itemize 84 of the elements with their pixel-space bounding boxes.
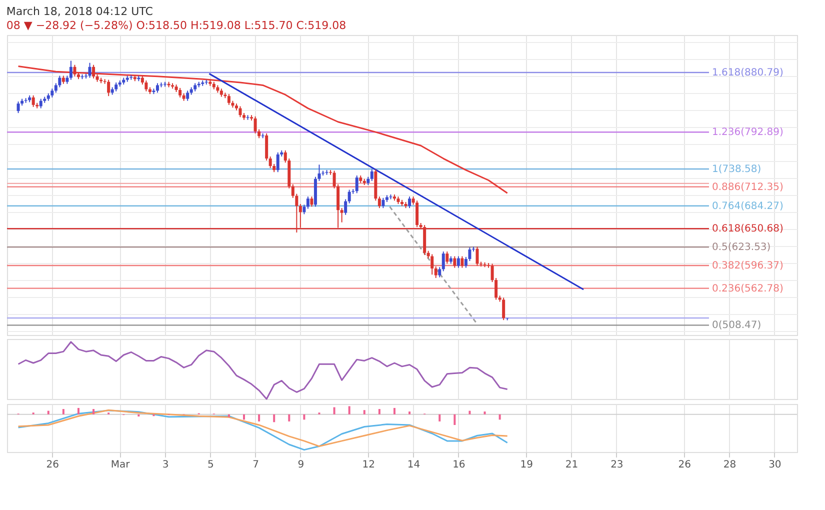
candlestick xyxy=(178,87,182,98)
bar xyxy=(333,407,336,414)
candlestick xyxy=(32,94,35,108)
bar xyxy=(454,414,456,425)
candlestick xyxy=(430,254,434,276)
ref-line-label: 0(508.47) xyxy=(712,320,762,332)
candlestick xyxy=(370,168,374,182)
x-tick-label: 7 xyxy=(252,460,259,470)
x-tick-label: 14 xyxy=(407,460,420,470)
candlestick xyxy=(227,94,230,106)
x-tick-label: 19 xyxy=(520,460,534,470)
bar xyxy=(393,408,396,414)
candlestick xyxy=(382,197,385,209)
x-tick-label: 28 xyxy=(723,460,736,470)
ref-line-label: 1(738.58) xyxy=(712,164,762,175)
x-tick-label: 5 xyxy=(207,460,214,470)
x-tick-label: 16 xyxy=(452,460,466,470)
x-tick-label: 26 xyxy=(46,460,60,470)
ref-line-label: 0.764(684.27) xyxy=(712,200,784,212)
x-tick-label: Mar xyxy=(110,460,131,470)
bar xyxy=(288,414,290,422)
candlestick xyxy=(446,251,449,264)
x-tick-label: 23 xyxy=(610,460,624,470)
candlestick xyxy=(355,175,358,194)
candlestick xyxy=(408,196,412,209)
candlestick xyxy=(438,266,442,278)
candlestick xyxy=(88,62,92,78)
chart-title: March 18, 2018 04:12 UTC xyxy=(6,5,154,18)
candlestick xyxy=(186,90,190,102)
bar xyxy=(498,414,501,420)
candlestick xyxy=(442,251,445,272)
candlestick xyxy=(434,266,438,278)
bar xyxy=(47,410,50,414)
candlestick xyxy=(378,196,381,209)
bar xyxy=(92,409,95,414)
candlestick xyxy=(107,79,110,97)
candlestick xyxy=(276,152,280,173)
candlestick xyxy=(39,98,42,109)
candlestick xyxy=(268,156,272,169)
candlestick xyxy=(69,60,72,80)
x-tick-label: 9 xyxy=(298,460,304,470)
bar xyxy=(273,414,276,422)
candlestick xyxy=(302,204,306,215)
ref-line-label: 1.236(792.89) xyxy=(712,127,784,138)
candlestick xyxy=(265,132,268,162)
bar xyxy=(62,409,64,414)
bar xyxy=(303,414,306,420)
bar xyxy=(468,410,471,414)
candlestick xyxy=(16,101,20,114)
candlestick xyxy=(156,82,159,94)
candlestick xyxy=(238,106,242,118)
bar xyxy=(363,410,366,414)
x-tick-label: 30 xyxy=(768,460,782,470)
ref-line-label: 1.618(880.79) xyxy=(712,67,784,78)
ref-line-label: 0.5(623.53) xyxy=(712,242,771,254)
bar xyxy=(77,408,80,414)
x-tick-label: 26 xyxy=(678,460,692,470)
candlestick xyxy=(340,208,344,223)
bar xyxy=(243,414,245,420)
bar xyxy=(258,414,260,422)
bar xyxy=(348,406,350,414)
x-tick-label: 21 xyxy=(565,460,578,470)
ref-line-label: 0.382(596.37) xyxy=(712,260,784,272)
ref-line-label: 0.618(650.68) xyxy=(712,224,784,235)
candlestick xyxy=(344,198,348,216)
chart-subtitle: 08 ▼ −28.92 (−5.28%) O:518.50 H:519.08 L:515.70 C:519.08 xyxy=(6,19,346,32)
candlestick xyxy=(460,256,464,268)
candlestick xyxy=(348,189,351,204)
candlestick xyxy=(453,256,456,268)
bar xyxy=(378,409,380,414)
ref-line-label: 0.236(562.78) xyxy=(712,283,784,294)
candlestick xyxy=(310,196,314,208)
candlestick xyxy=(502,297,506,321)
bar xyxy=(484,412,486,414)
candlestick xyxy=(456,256,460,268)
bar xyxy=(408,412,411,414)
x-tick-label: 3 xyxy=(162,460,169,470)
bar xyxy=(438,414,441,422)
candlestick xyxy=(306,196,310,210)
x-tick-label: 12 xyxy=(362,460,376,470)
candlestick xyxy=(476,246,479,266)
candlestick xyxy=(144,80,148,92)
ref-line-label: 0.886(712.35) xyxy=(712,182,784,193)
candlestick xyxy=(254,116,257,134)
